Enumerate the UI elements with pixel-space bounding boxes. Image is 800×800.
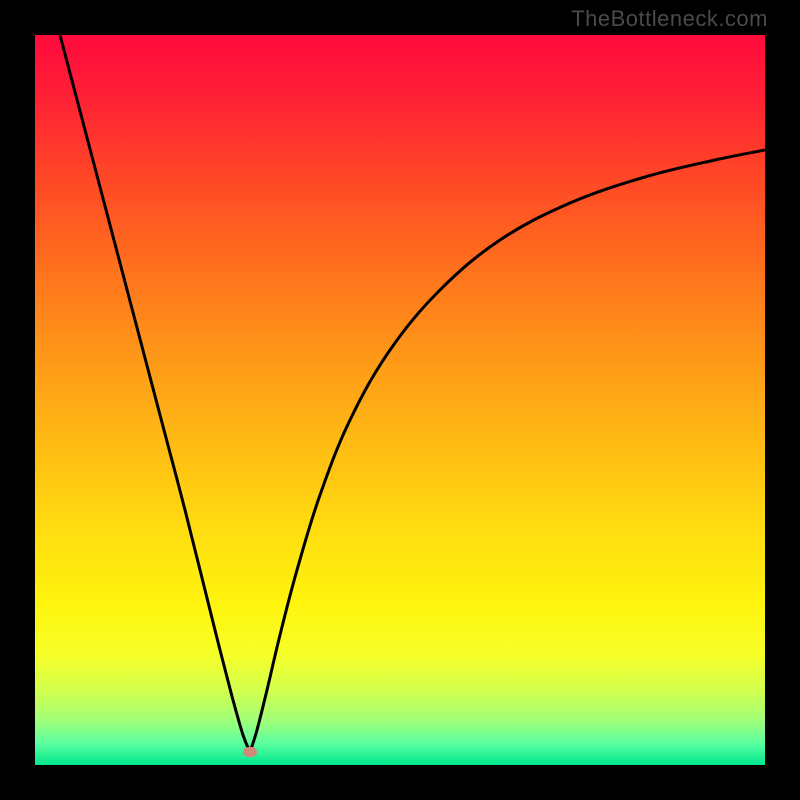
watermark-text: TheBottleneck.com <box>571 6 768 32</box>
bottleneck-curve <box>35 35 765 765</box>
chart-container: TheBottleneck.com <box>0 0 800 800</box>
plot-area <box>35 35 765 765</box>
curve-left-branch <box>60 35 250 752</box>
minimum-marker <box>243 747 257 757</box>
curve-right-branch <box>250 150 765 752</box>
